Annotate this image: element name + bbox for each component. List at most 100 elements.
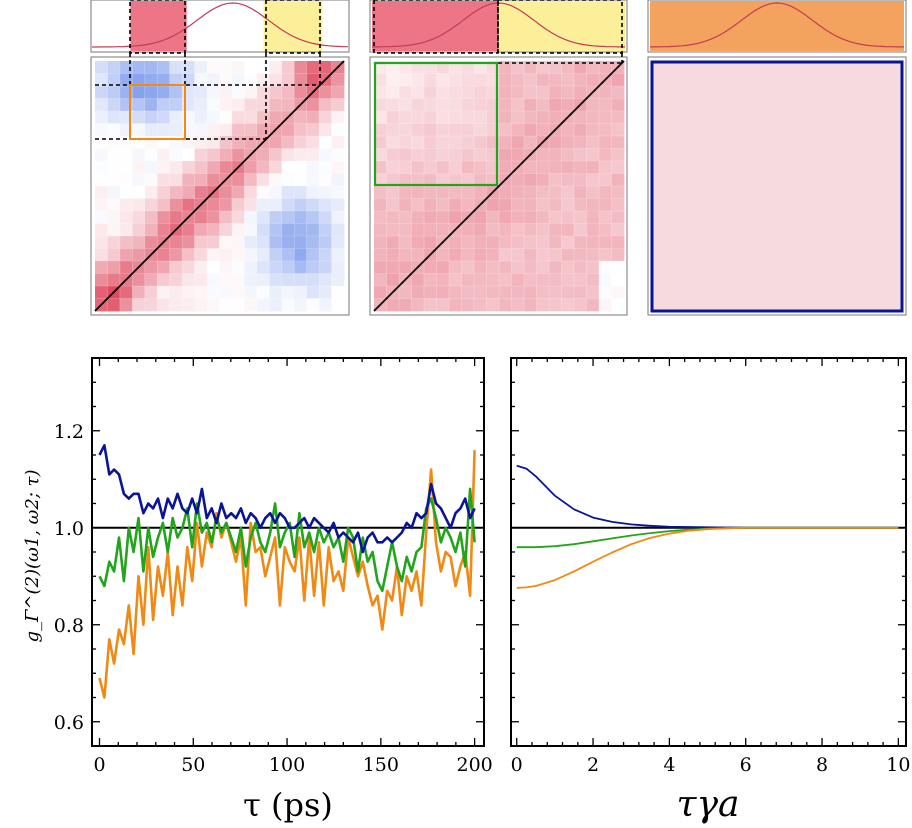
x-tick-label: 150 bbox=[363, 754, 399, 776]
heatmap-cell bbox=[244, 261, 258, 274]
heatmap-cell bbox=[499, 98, 512, 112]
heatmap-cell bbox=[281, 298, 295, 312]
heatmap-cell bbox=[524, 111, 537, 124]
heatmap-cell bbox=[449, 286, 462, 299]
heatmap-cell bbox=[586, 136, 600, 149]
heatmap-cell bbox=[386, 198, 400, 212]
heatmap-cell bbox=[207, 61, 220, 74]
heatmap-cell bbox=[95, 123, 108, 137]
heatmap-cell bbox=[461, 148, 475, 162]
heatmap-cell bbox=[574, 111, 587, 124]
heatmap-cell bbox=[599, 186, 612, 199]
heatmap-cell bbox=[574, 223, 587, 237]
heatmap-cell bbox=[499, 236, 512, 249]
heatmap-cell bbox=[449, 261, 462, 274]
heatmap-cell bbox=[424, 298, 437, 312]
heatmap-cell bbox=[157, 98, 171, 112]
heatmap-cell bbox=[306, 236, 320, 249]
heatmap-cell bbox=[536, 186, 550, 199]
heatmap-cell bbox=[306, 248, 320, 262]
heatmap-cell bbox=[244, 136, 258, 149]
heatmap-cell bbox=[157, 223, 171, 237]
heatmap-cell bbox=[524, 186, 537, 199]
heatmap-cell bbox=[182, 273, 195, 287]
heatmap-cell bbox=[524, 248, 537, 262]
heatmap-cell bbox=[574, 61, 587, 74]
heatmap-cell bbox=[461, 186, 475, 199]
heatmap-cell bbox=[586, 223, 600, 237]
heatmap-cell bbox=[157, 111, 171, 124]
heatmap-cell bbox=[207, 198, 220, 212]
heatmap-cell bbox=[461, 73, 475, 87]
heatmap-cell bbox=[524, 161, 537, 174]
heatmap-cell bbox=[331, 236, 345, 249]
heatmap-cell bbox=[524, 136, 537, 149]
heatmap-cell bbox=[207, 136, 220, 149]
heatmap-cell bbox=[524, 173, 537, 187]
heatmap-cell bbox=[611, 161, 625, 174]
heatmap-cell bbox=[461, 86, 475, 99]
heatmap-cell bbox=[294, 123, 308, 137]
heatmap-cell bbox=[219, 298, 233, 312]
heatmap-cell bbox=[374, 61, 387, 74]
heatmap-cell bbox=[331, 73, 345, 87]
heatmap-cell bbox=[319, 123, 332, 137]
heatmap-cell bbox=[399, 61, 412, 74]
heatmap-cell bbox=[219, 261, 233, 274]
heatmap-cell bbox=[182, 61, 195, 74]
heatmap-cell bbox=[549, 73, 562, 87]
heatmap-diagonal bbox=[94, 60, 345, 312]
heatmap-cell bbox=[386, 298, 400, 312]
heatmap-cell bbox=[219, 211, 233, 224]
heatmap-cell bbox=[374, 273, 387, 287]
heatmap-middle bbox=[373, 60, 625, 312]
heatmap-cell bbox=[132, 286, 146, 299]
heatmap-cell bbox=[157, 86, 171, 99]
heatmap-cell bbox=[549, 186, 562, 199]
heatmap-cell bbox=[281, 161, 295, 174]
heatmap-cell bbox=[411, 86, 425, 99]
heatmap-cell bbox=[231, 148, 245, 162]
heatmap-cell bbox=[499, 223, 512, 237]
heatmap-cell bbox=[194, 161, 208, 174]
heatmap-cell bbox=[269, 248, 283, 262]
heatmap-cell bbox=[219, 223, 233, 237]
heatmap-cell bbox=[586, 261, 600, 274]
heatmap-cell bbox=[424, 136, 437, 149]
heatmap-cell bbox=[474, 148, 487, 162]
heatmap-cell bbox=[549, 223, 562, 237]
heatmap-cell bbox=[244, 98, 258, 112]
heatmap-cell bbox=[294, 261, 308, 274]
heatmap-cell bbox=[474, 61, 487, 74]
heatmap-cell bbox=[549, 86, 562, 99]
heatmap-cell bbox=[244, 236, 258, 249]
heatmap-cell bbox=[499, 186, 512, 199]
heatmap-cell bbox=[599, 161, 612, 174]
heatmap-cell bbox=[386, 223, 400, 237]
heatmap-cell bbox=[436, 261, 450, 274]
heatmap-cell bbox=[119, 298, 133, 312]
heatmap-cell bbox=[319, 148, 332, 162]
heatmap-cell bbox=[132, 248, 146, 262]
heatmap-cell bbox=[157, 136, 171, 149]
heatmap-cell bbox=[207, 298, 220, 312]
heatmap-cell bbox=[561, 73, 575, 87]
heatmap-cell bbox=[536, 261, 550, 274]
heatmap-cell bbox=[611, 136, 625, 149]
heatmap-cell bbox=[536, 73, 550, 87]
heatmap-cell bbox=[399, 211, 412, 224]
heatmap-cell bbox=[399, 136, 412, 149]
heatmap-cell bbox=[474, 211, 487, 224]
heatmap-cell bbox=[182, 298, 195, 312]
heatmap-cell bbox=[132, 236, 146, 249]
x-tick-label: 8 bbox=[816, 754, 828, 776]
heatmap-cell bbox=[499, 86, 512, 99]
heatmap-cell bbox=[207, 261, 220, 274]
heatmap-cell bbox=[331, 161, 345, 174]
heatmap-left-overlay bbox=[95, 0, 321, 140]
heatmap-cell bbox=[536, 223, 550, 237]
heatmap-cell bbox=[269, 211, 283, 224]
heatmap-cell bbox=[306, 123, 320, 137]
heatmap-middle-overlay bbox=[373, 0, 623, 187]
plot-left-frame bbox=[91, 357, 485, 747]
